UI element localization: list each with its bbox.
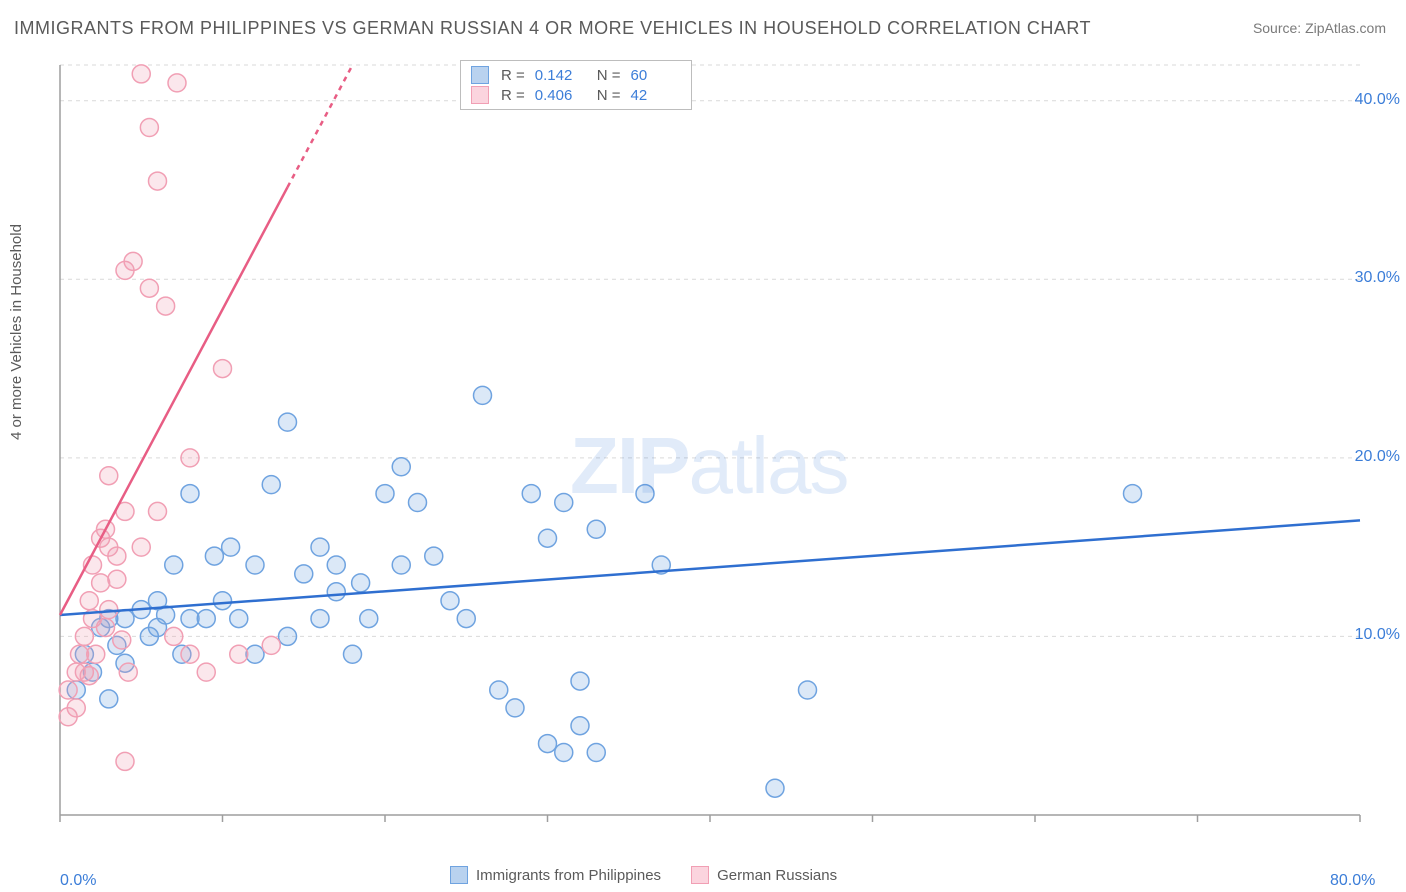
chart-title: IMMIGRANTS FROM PHILIPPINES VS GERMAN RU…	[14, 18, 1091, 39]
legend-swatch	[471, 86, 489, 104]
r-label: R =	[501, 67, 525, 84]
y-tick-label: 30.0%	[1355, 269, 1400, 287]
series-legend: Immigrants from Philippines German Russia…	[450, 866, 837, 884]
n-value: 60	[631, 67, 681, 84]
legend-label: German Russians	[717, 867, 837, 884]
y-tick-label: 20.0%	[1355, 448, 1400, 466]
r-value: 0.406	[535, 87, 585, 104]
correlation-legend: R = 0.142 N = 60 R = 0.406 N = 42	[460, 60, 692, 110]
y-axis-label: 4 or more Vehicles in Household	[8, 224, 25, 440]
x-tick-label: 0.0%	[60, 872, 96, 890]
legend-item: Immigrants from Philippines	[450, 866, 661, 884]
n-label: N =	[597, 67, 621, 84]
chart-area	[50, 55, 1370, 835]
legend-swatch	[691, 866, 709, 884]
legend-stat-row: R = 0.142 N = 60	[471, 65, 681, 85]
y-tick-label: 10.0%	[1355, 626, 1400, 644]
n-label: N =	[597, 87, 621, 104]
y-tick-label: 40.0%	[1355, 91, 1400, 109]
scatter-plot-svg	[50, 55, 1370, 835]
legend-swatch	[450, 866, 468, 884]
legend-stat-row: R = 0.406 N = 42	[471, 85, 681, 105]
legend-label: Immigrants from Philippines	[476, 867, 661, 884]
r-label: R =	[501, 87, 525, 104]
legend-swatch	[471, 66, 489, 84]
n-value: 42	[631, 87, 681, 104]
source-attribution: Source: ZipAtlas.com	[1253, 20, 1386, 36]
x-tick-label: 80.0%	[1330, 872, 1375, 890]
legend-item: German Russians	[691, 866, 837, 884]
r-value: 0.142	[535, 67, 585, 84]
